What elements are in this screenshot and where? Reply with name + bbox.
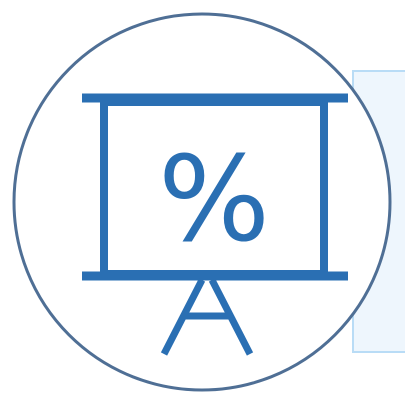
presentation-badge: % xyxy=(12,12,392,392)
presentation-board-icon xyxy=(82,93,348,356)
percent-symbol: % xyxy=(158,130,270,268)
